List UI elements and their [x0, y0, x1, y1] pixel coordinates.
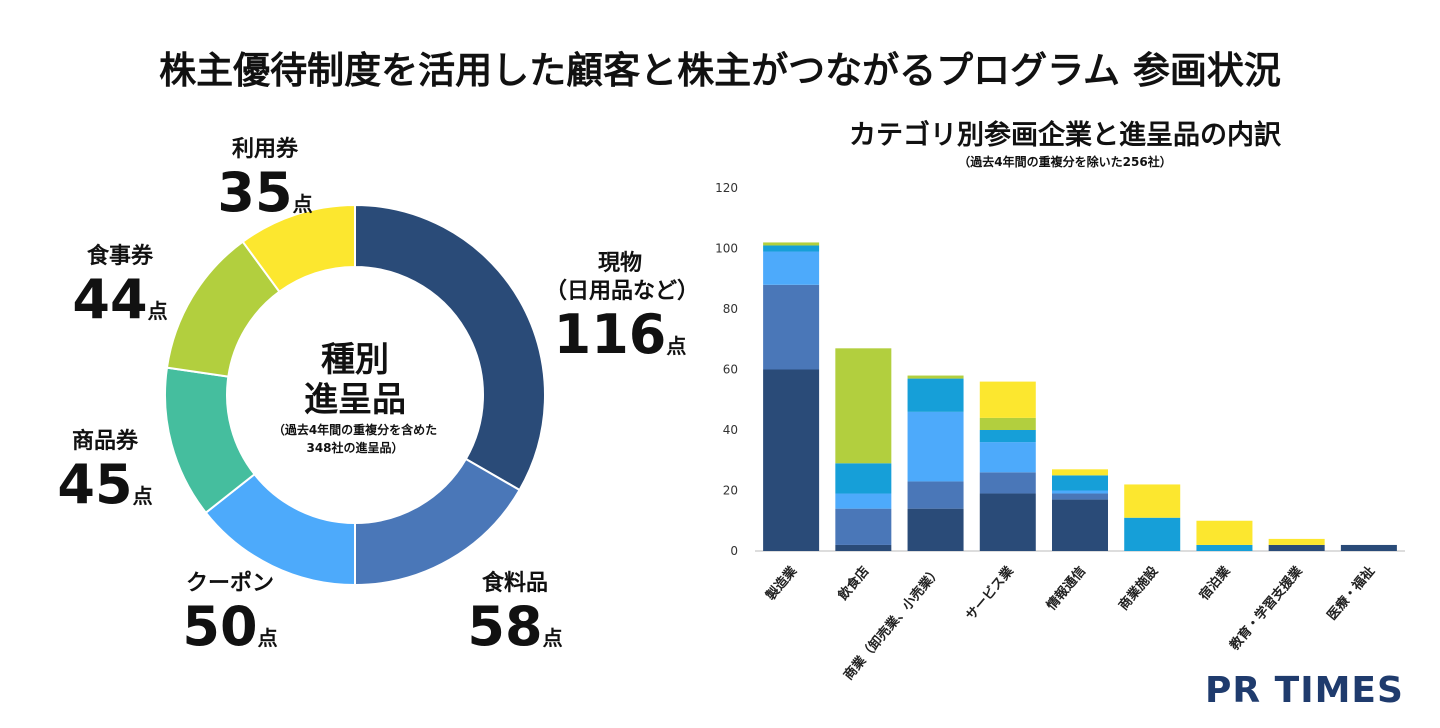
bar-segment	[1052, 469, 1108, 476]
slice-label-shokujiken: 食事券 44点	[55, 243, 185, 329]
bar-segment	[979, 493, 1036, 551]
donut-center-note-2: 348社の進呈品）	[306, 441, 404, 455]
slice-label-coupon: クーポン 50点	[165, 570, 295, 656]
x-tick-label: 飲食店	[834, 563, 872, 604]
slice-value: 35	[217, 161, 293, 224]
donut-slice-5	[241, 203, 356, 294]
bar-segment	[1052, 475, 1108, 491]
bar-segment	[1124, 517, 1181, 551]
slice-category: 食事券	[86, 244, 153, 269]
slice-value: 44	[72, 268, 148, 331]
donut-slice-0	[354, 203, 546, 492]
bar-segment	[763, 284, 820, 370]
donut-center-label: 種別 進呈品 （過去4年間の重複分を含めた 348社の進呈品）	[255, 340, 455, 456]
donut-chart	[164, 203, 546, 587]
bar-segment	[1268, 544, 1325, 551]
x-tick-label: 教育・学習支援業	[1226, 563, 1306, 654]
slice-label-riyouken: 利用券 35点	[200, 136, 330, 222]
bar-segment	[979, 381, 1036, 418]
slice-category: 食料品	[481, 571, 548, 596]
bar-segment	[907, 375, 964, 379]
bar-segment	[763, 245, 820, 252]
bar-segment	[1196, 520, 1253, 545]
slice-label-shokuryohin: 食料品 58点	[450, 570, 580, 656]
bar-segment	[907, 378, 964, 412]
slice-label-shohinken: 商品券 45点	[40, 428, 170, 514]
donut-slice-1	[354, 457, 521, 587]
bar-segment	[907, 411, 964, 482]
bar-segment	[835, 348, 892, 464]
x-tick-label: 医療・福祉	[1324, 563, 1378, 623]
bar-segment	[1124, 484, 1181, 518]
slice-unit: 点	[542, 626, 563, 650]
y-tick-label: 0	[730, 544, 738, 558]
bar-segment	[979, 430, 1036, 443]
bar-segment	[979, 417, 1036, 430]
bar-segment	[907, 481, 964, 509]
bar-segment	[1196, 544, 1253, 551]
slice-unit: 点	[132, 484, 153, 508]
page-title: 株主優待制度を活用した顧客と株主がつながるプログラム 参画状況	[159, 49, 1281, 92]
bar-segment	[763, 242, 820, 246]
bar-segment	[1052, 490, 1108, 494]
donut-center-note-1: （過去4年間の重複分を含めた	[272, 423, 438, 437]
y-tick-label: 60	[723, 363, 738, 377]
bar-segment	[979, 442, 1036, 473]
bar-segment	[1268, 538, 1325, 545]
x-tick-label: 商業施設	[1116, 563, 1162, 614]
bar-segment	[835, 463, 892, 494]
y-tick-label: 120	[715, 181, 738, 195]
bar-segment	[763, 251, 820, 285]
slice-unit: 点	[292, 192, 313, 216]
donut-center-title-1: 種別	[321, 340, 389, 380]
bar-segment	[1052, 499, 1108, 551]
slice-label-genbutsu: 現物 （日用品など） 116点	[545, 250, 700, 366]
pr-times-logo: PR TIMES	[1205, 670, 1404, 711]
slice-value: 58	[467, 595, 543, 658]
slice-category: クーポン	[185, 571, 274, 596]
bar-segment	[835, 493, 892, 509]
bar-segment	[835, 508, 892, 545]
slice-value: 116	[553, 303, 667, 366]
donut-center-title-2: 進呈品	[304, 380, 406, 420]
slice-value: 45	[57, 453, 133, 516]
bar-segment	[1052, 493, 1108, 500]
slice-unit: 点	[257, 626, 278, 650]
bar-segment	[907, 508, 964, 551]
bar-segment	[835, 544, 892, 551]
x-tick-label: 情報通信	[1043, 563, 1089, 613]
slice-unit: 点	[147, 299, 168, 323]
x-tick-label: サービス業	[963, 563, 1018, 624]
slice-category: 利用券	[231, 137, 298, 162]
bar-segment	[979, 472, 1036, 494]
y-tick-label: 100	[715, 242, 738, 256]
bar-segment	[763, 369, 820, 551]
x-tick-label: 宿泊業	[1196, 563, 1234, 604]
x-tick-label: 製造業	[762, 563, 801, 605]
bar-chart-subtitle: （過去4年間の重複分を除いた256社）	[958, 154, 1171, 169]
slice-value: 50	[182, 595, 258, 658]
bar-chart-title: カテゴリ別参画企業と進呈品の内訳	[849, 119, 1282, 151]
stacked-bar-chart: カテゴリ別参画企業と進呈品の内訳 （過去4年間の重複分を除いた256社） 0 20…	[715, 119, 1405, 683]
bar-segment	[1340, 544, 1397, 551]
y-tick-label: 80	[723, 302, 738, 316]
slice-category: 商品券	[71, 429, 138, 454]
y-tick-label: 40	[723, 423, 738, 437]
slice-sublabel: （日用品など）	[545, 279, 700, 304]
slice-unit: 点	[666, 334, 687, 358]
y-tick-label: 20	[723, 484, 738, 498]
slice-category: 現物	[597, 251, 642, 276]
